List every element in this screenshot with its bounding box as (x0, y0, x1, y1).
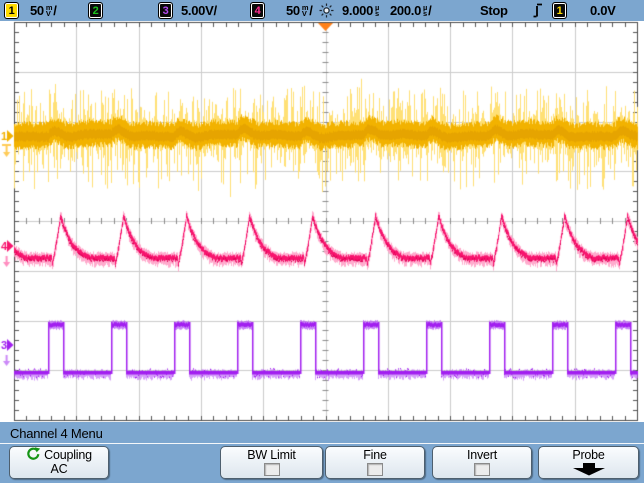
fine-checkbox[interactable] (367, 463, 383, 476)
bw-limit-button[interactable]: BW Limit (220, 446, 323, 479)
cycle-arrow-icon (26, 446, 41, 464)
status-bar: 1 50 m V/ 2 3 5.00V/ 4 50 m V/ 9.000 µ s 200.0… (0, 0, 644, 21)
ch1-scale: 50 m V / (30, 3, 57, 18)
intensity-icon (319, 0, 334, 21)
ch4-scale: 50 m V / (286, 3, 313, 18)
timebase: 200.0 µ s / (390, 3, 432, 18)
bw-limit-label: BW Limit (247, 448, 296, 462)
trigger-delay: 9.000 µ s (342, 3, 380, 18)
down-arrow-icon (571, 463, 607, 479)
softkey-menu: Channel 4 Menu Coupling AC BW Limit Fine (0, 422, 644, 483)
ch3-scale: 5.00V/ (181, 3, 217, 18)
ch4-badge[interactable]: 4 (250, 0, 265, 21)
coupling-button[interactable]: Coupling AC (9, 446, 109, 479)
coupling-value: AC (50, 462, 68, 476)
ch2-badge[interactable]: 2 (88, 0, 103, 21)
bw-limit-checkbox[interactable] (263, 463, 280, 476)
coupling-label: Coupling (44, 448, 92, 462)
fine-label: Fine (363, 448, 387, 462)
edge-trigger-icon (532, 0, 543, 21)
probe-button[interactable]: Probe (538, 446, 639, 479)
invert-checkbox[interactable] (474, 463, 490, 476)
invert-button[interactable]: Invert (432, 446, 532, 479)
fine-button[interactable]: Fine (325, 446, 425, 479)
probe-label: Probe (572, 448, 605, 462)
invert-label: Invert (466, 448, 498, 462)
ch1-badge[interactable]: 1 (4, 0, 19, 21)
trigger-level: 0.0V (590, 3, 616, 18)
menu-separator (0, 443, 644, 444)
menu-title: Channel 4 Menu (10, 426, 103, 441)
acquisition-status: Stop (480, 3, 508, 18)
trigger-source-badge[interactable]: 1 (552, 0, 567, 21)
ch3-badge[interactable]: 3 (158, 0, 173, 21)
